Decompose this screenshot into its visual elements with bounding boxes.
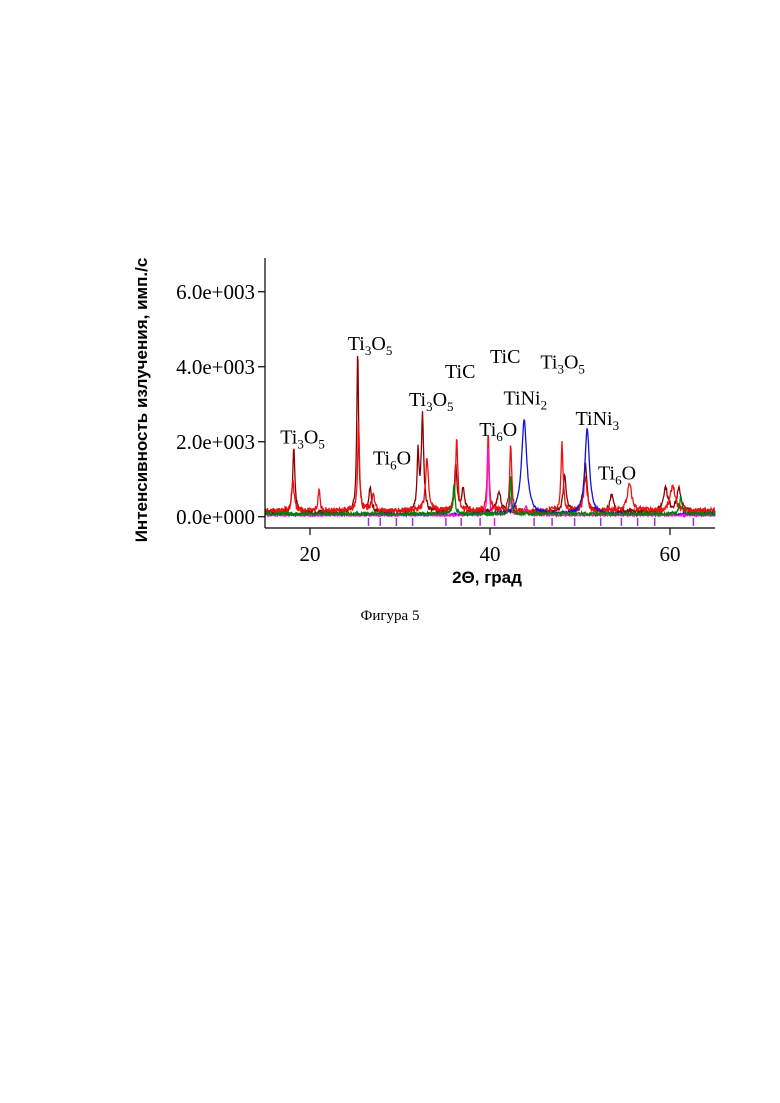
- y-tick-label: 6.0e+003: [176, 280, 255, 304]
- x-ticks: 20 40 60: [300, 528, 681, 566]
- peak-label-ti6o-a: Ti6O: [373, 447, 411, 472]
- peak-label-ti3o5-a: Ti3O5: [280, 427, 325, 452]
- reference-ticks: [369, 518, 694, 526]
- y-tick-label: 2.0e+003: [176, 430, 255, 454]
- x-tick-label: 20: [300, 542, 321, 566]
- peak-label-tic-a: TiC: [445, 361, 475, 383]
- y-ticks: 0.0e+000 2.0e+003 4.0e+003 6.0e+003: [176, 280, 265, 529]
- page: 204060 0.0e+0002.0e+0034.0e+0036.0e+003 …: [0, 0, 780, 1103]
- x-tick-label: 40: [480, 542, 501, 566]
- peak-label-ti6o-c: Ti6O: [598, 462, 636, 487]
- y-tick-label: 0.0e+000: [176, 505, 255, 529]
- peak-label-ti6o-b: Ti6O: [479, 419, 517, 444]
- y-axis-title: Интенсивность излучения, имп./с: [132, 258, 151, 543]
- peak-label-tini2: TiNi2: [504, 387, 548, 412]
- peak-label-tic-b: TiC: [490, 346, 520, 368]
- peak-label-tini3: TiNi3: [576, 408, 620, 433]
- figure-caption: Фигура 5: [0, 608, 780, 625]
- y-tick-label: 4.0e+003: [176, 355, 255, 379]
- peak-label-ti3o5-d: Ti3O5: [540, 352, 585, 377]
- x-tick-label: 60: [660, 542, 681, 566]
- xrd-chart: 204060 0.0e+0002.0e+0034.0e+0036.0e+003 …: [0, 0, 780, 600]
- x-axis-title: 2Θ, град: [452, 568, 522, 587]
- peak-label-ti3o5-c: Ti3O5: [409, 389, 454, 414]
- peak-label-ti3o5-b: Ti3O5: [348, 333, 393, 358]
